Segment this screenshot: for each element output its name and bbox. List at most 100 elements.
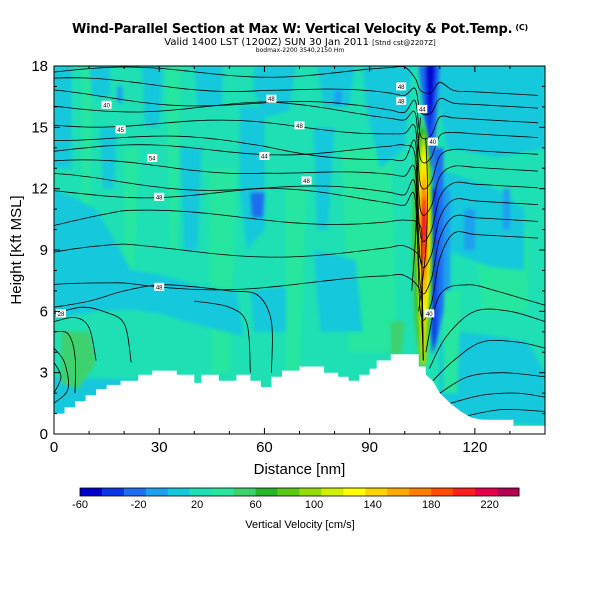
isentrope-label: 40 xyxy=(427,137,438,146)
field-downward-band xyxy=(54,188,244,336)
updraft-layer-peak xyxy=(422,209,426,242)
colorbar-swatch xyxy=(189,488,213,496)
isentrope-label-bg xyxy=(417,104,428,113)
isentrope-line xyxy=(54,274,424,361)
isentrope-label-bg xyxy=(154,282,165,291)
terrain xyxy=(54,354,545,434)
chart-title: Wind-Parallel Section at Max W: Vertical… xyxy=(72,22,528,37)
field-downward-region xyxy=(180,147,202,250)
isentrope-line xyxy=(54,159,539,269)
title-mark: (C) xyxy=(515,23,528,32)
field-downward-region xyxy=(313,127,335,230)
isentrope-label-bg xyxy=(294,121,305,130)
field-upward-streak xyxy=(124,147,139,271)
field-downward-region xyxy=(141,66,163,128)
isentrope-label: 48 xyxy=(154,282,165,291)
colorbar-swatch xyxy=(145,488,169,496)
isentrope-label-text: 48 xyxy=(303,179,310,185)
isentrope-label: 44 xyxy=(417,104,428,113)
x-tick-label: 60 xyxy=(256,439,273,456)
field-sink-spot xyxy=(117,86,123,103)
isentrope-label: 48 xyxy=(266,94,277,103)
isentrope-line xyxy=(428,308,545,369)
isentrope-line xyxy=(418,137,428,312)
isentrope-label-bg xyxy=(56,309,66,318)
isentropes xyxy=(54,66,545,416)
isentrope-label-text: 54 xyxy=(149,157,156,163)
colorbar-tick-label: 220 xyxy=(481,499,499,511)
colorbar-swatch xyxy=(299,488,322,496)
isentrope-label-text: 44 xyxy=(261,155,268,161)
chart-subtitle: Valid 1400 LST (1200Z) SUN 30 Jan 2011 [… xyxy=(164,37,436,48)
field-downward-region xyxy=(194,66,223,107)
x-tick-label: 0 xyxy=(50,439,58,456)
y-tick-label: 3 xyxy=(40,365,48,382)
colorbar-swatch xyxy=(255,488,278,496)
colorbar-swatch xyxy=(277,488,300,496)
field-upward-lowlevel xyxy=(443,290,461,394)
field-sink-region xyxy=(464,209,475,250)
field-downward-region xyxy=(432,66,545,158)
isentrope-label-text: 48 xyxy=(296,124,303,130)
field-downward-region xyxy=(54,66,72,169)
colorbar-tick-label: 20 xyxy=(191,499,203,511)
colorbar-swatch xyxy=(475,488,498,496)
isentrope-label-bg xyxy=(427,137,438,146)
isentrope-label: 28 xyxy=(56,309,66,318)
isentrope-line xyxy=(194,300,251,373)
isentrope-line xyxy=(54,347,69,404)
colorbar: -60 -20 20 60 100 140 180 220 xyxy=(72,487,520,511)
y-tick-label: 9 xyxy=(40,242,48,259)
axis-ticks xyxy=(53,65,546,435)
field-downward-region xyxy=(253,66,296,118)
isentrope-label-text: 40 xyxy=(103,103,110,109)
y-tick-label: 6 xyxy=(40,303,48,320)
isentrope-label-text: 48 xyxy=(268,97,275,103)
isentrope-line xyxy=(54,144,539,242)
field-upward-lowlevel xyxy=(61,331,97,389)
colorbar-swatch xyxy=(167,488,191,496)
isentrope-label-bg xyxy=(154,192,165,201)
field-upward-lowlevel xyxy=(390,321,405,355)
isentrope-label: 48 xyxy=(294,121,305,130)
field-sink-spot xyxy=(250,192,265,218)
isentrope-line xyxy=(467,408,545,416)
isentrope-label-text: 48 xyxy=(398,85,405,91)
isentrope-label-bg xyxy=(396,96,407,105)
x-tick-label: 120 xyxy=(462,439,487,456)
isentrope-line xyxy=(54,362,62,394)
plot-area: 40 45 54 48 48 48 44 48 48 28 48 48 44 40 40 xyxy=(54,66,545,434)
isentrope-line xyxy=(54,284,273,373)
isentrope-line xyxy=(54,89,539,140)
isentrope-label-text: 40 xyxy=(426,312,433,318)
isentrope-label-bg xyxy=(101,100,112,109)
colorbar-tick-label: 60 xyxy=(249,499,261,511)
subtitle-note: [Stnd cst@2207Z] xyxy=(372,39,436,47)
isentrope-label: 40 xyxy=(424,309,435,318)
field-downward-region xyxy=(317,66,356,107)
colorbar-swatch xyxy=(211,488,234,496)
x-tick-label: 90 xyxy=(361,439,378,456)
field-upward-streak xyxy=(166,66,181,250)
isentrope-label-text: 48 xyxy=(398,99,405,105)
isentrope-line xyxy=(54,306,132,363)
isentrope-line xyxy=(54,209,424,361)
colorbar-swatch xyxy=(387,488,410,496)
chart-footer-note: bodmax-2200 3540,2150 Hm xyxy=(255,47,345,54)
isentrope-line xyxy=(54,119,539,190)
isentrope-line xyxy=(439,372,545,394)
y-tick-label: 12 xyxy=(31,181,48,198)
colorbar-swatch xyxy=(497,488,520,496)
isentrope-label-bg xyxy=(424,309,435,318)
y-tick-label: 15 xyxy=(31,119,48,136)
colorbar-label: Vertical Velocity [cm/s] xyxy=(245,519,355,531)
isentrope-line xyxy=(425,284,545,353)
x-axis-label: Distance [nm] xyxy=(254,461,346,478)
isentrope-line xyxy=(54,316,97,361)
y-tick-label: 0 xyxy=(40,426,48,443)
field-downward-region xyxy=(313,250,363,332)
downdraft-flank-core xyxy=(431,188,437,357)
isentrope-line xyxy=(54,101,539,164)
isentrope-label-bg xyxy=(147,154,158,162)
